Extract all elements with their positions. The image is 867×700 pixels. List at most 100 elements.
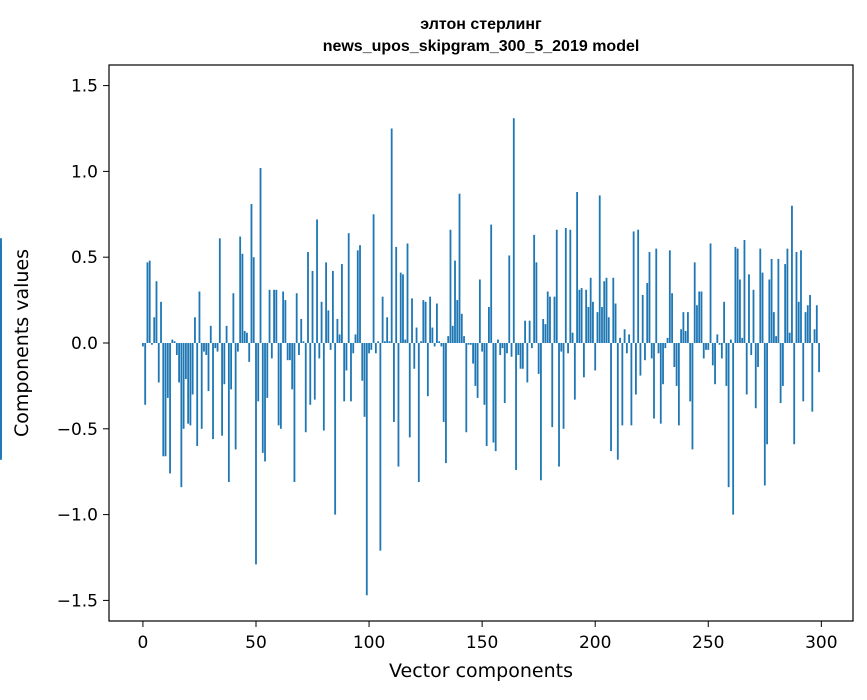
bar: [623, 329, 626, 343]
bar: [621, 343, 624, 426]
bar: [594, 343, 597, 371]
bar: [300, 318, 303, 343]
bar: [298, 343, 300, 356]
bar: [273, 289, 275, 343]
bar: [492, 343, 495, 443]
bar: [546, 291, 549, 343]
bar: [508, 255, 511, 343]
bar: [393, 343, 395, 422]
bar: [214, 343, 217, 349]
x-tick-label: 200: [579, 633, 611, 653]
bar: [189, 343, 192, 426]
bar: [153, 317, 156, 343]
bar: [521, 343, 524, 369]
bar: [515, 343, 517, 470]
bar: [806, 305, 809, 343]
x-tick-label: 150: [466, 633, 498, 653]
bar: [549, 296, 551, 343]
bar: [673, 343, 676, 368]
bar: [356, 250, 359, 343]
bar: [711, 343, 714, 366]
bar: [406, 243, 409, 343]
bar: [714, 343, 716, 385]
bar: [218, 238, 221, 343]
bar: [368, 343, 370, 354]
bar: [309, 343, 312, 405]
bar: [483, 343, 486, 405]
bar: [246, 332, 248, 343]
bar: [395, 246, 398, 343]
plot-frame: [108, 64, 854, 622]
bar: [614, 303, 617, 343]
bar: [772, 312, 775, 343]
bar: [741, 337, 744, 343]
bar: [499, 343, 502, 356]
bar: [388, 341, 391, 343]
bar: [404, 339, 407, 343]
bar: [241, 253, 244, 343]
bar: [555, 229, 558, 343]
bar: [255, 343, 257, 565]
bar: [379, 343, 382, 551]
y-tick-label: −1.5: [57, 591, 98, 611]
bar: [668, 250, 671, 343]
bar: [275, 289, 278, 343]
bar: [325, 262, 327, 343]
bar: [630, 343, 633, 426]
bar: [320, 301, 323, 343]
bar: [533, 234, 536, 343]
bar: [408, 343, 411, 438]
bar: [662, 343, 664, 385]
bar: [698, 291, 701, 343]
bar: [770, 258, 773, 343]
bar: [146, 262, 149, 343]
bar: [540, 343, 542, 481]
bar: [707, 343, 710, 350]
bar: [411, 298, 413, 343]
bar: [734, 246, 737, 343]
bar: [786, 248, 789, 343]
bar: [467, 343, 470, 345]
bar: [442, 343, 445, 422]
bar: [318, 343, 321, 359]
bar: [397, 343, 400, 467]
bar: [528, 320, 531, 343]
bar: [173, 341, 176, 343]
bar: [449, 229, 452, 343]
bar: [530, 343, 533, 349]
bar: [225, 325, 228, 343]
bar: [510, 343, 513, 357]
bar: [716, 334, 719, 343]
bar: [209, 325, 212, 343]
bar: [700, 291, 703, 343]
bar: [431, 327, 434, 343]
bar: [779, 343, 782, 404]
bar: [162, 343, 165, 457]
bar: [793, 343, 796, 445]
bar: [413, 343, 416, 369]
bar: [365, 343, 368, 596]
bar: [526, 343, 529, 383]
bar: [445, 343, 447, 464]
bar: [494, 343, 497, 452]
bar: [243, 330, 246, 343]
bar: [571, 332, 574, 343]
bar: [648, 252, 651, 343]
x-tick-label: 0: [138, 633, 149, 653]
bar: [377, 341, 380, 343]
bar: [223, 343, 226, 385]
bar: [171, 339, 174, 343]
y-tick-label: −0.5: [57, 420, 98, 440]
bar: [664, 343, 667, 349]
bar: [417, 343, 420, 482]
bar-series: [0, 118, 820, 596]
bar: [637, 229, 640, 343]
bar: [164, 343, 167, 457]
bar: [781, 343, 784, 386]
bar: [426, 343, 429, 397]
bar: [465, 343, 468, 433]
bar: [573, 343, 576, 400]
bar: [682, 312, 685, 343]
